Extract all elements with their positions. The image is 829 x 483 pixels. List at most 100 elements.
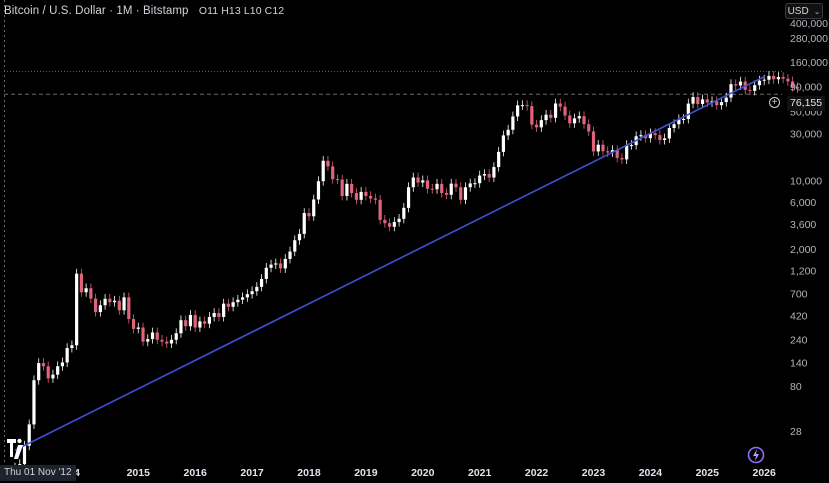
y-tick-label: 90,000: [790, 82, 822, 94]
candle-body: [51, 374, 55, 379]
candle-body: [60, 362, 65, 367]
candle-body: [478, 175, 482, 184]
candle-body: [65, 347, 69, 363]
candle-body: [392, 222, 396, 227]
y-tick-label: 3,600: [790, 219, 816, 231]
candle-body: [492, 167, 496, 178]
candle-body: [724, 97, 728, 103]
candle-body: [506, 129, 510, 136]
y-tick-label: 160,000: [790, 57, 828, 69]
tradingview-logo[interactable]: [6, 437, 28, 461]
candle-body: [387, 223, 392, 227]
candle-body: [150, 332, 155, 340]
candle-body: [738, 81, 743, 86]
candle-body: [748, 89, 752, 91]
candle-body: [473, 183, 477, 185]
currency-button[interactable]: USD ⌄: [785, 3, 823, 19]
candle-body: [425, 180, 430, 189]
candle-body: [454, 183, 458, 188]
candle-body: [653, 133, 657, 136]
candle-body: [430, 188, 434, 190]
candle-body: [127, 297, 131, 320]
candle-body: [340, 179, 344, 196]
candle-body: [686, 103, 690, 119]
candle-body: [459, 187, 463, 200]
candle-body: [250, 291, 254, 295]
candle-body: [373, 198, 377, 200]
candle-body: [435, 183, 439, 190]
candle-body: [563, 106, 567, 116]
x-tick-label: 2021: [468, 467, 492, 479]
candle-body: [397, 218, 401, 223]
candle-body: [212, 312, 216, 317]
candle-body: [667, 127, 671, 139]
candle-body: [108, 298, 112, 303]
candle-body: [677, 119, 681, 125]
candle-body: [364, 191, 368, 196]
candle-body: [539, 120, 543, 128]
candle-body: [530, 106, 534, 125]
y-tick-label: 400,000: [790, 18, 828, 30]
candle-body: [283, 258, 287, 269]
candle-body: [46, 366, 50, 379]
candle-body: [297, 233, 302, 241]
lightning-bolt-icon[interactable]: [746, 445, 766, 465]
plus-circle-icon[interactable]: +: [769, 97, 780, 108]
candle-body: [681, 118, 686, 120]
candle-body: [629, 145, 634, 147]
candle-body: [463, 187, 468, 200]
x-tick-label: 2017: [240, 467, 264, 479]
x-tick-label: 2019: [354, 467, 378, 479]
candle-body: [705, 99, 709, 103]
candle-body: [411, 177, 415, 188]
candle-body: [691, 97, 695, 104]
candle-body: [141, 327, 145, 342]
candle-body: [572, 118, 577, 124]
candle-body: [293, 240, 297, 252]
candle-body: [160, 339, 164, 342]
candle-body: [165, 341, 169, 344]
candle-body: [553, 103, 558, 118]
candle-body: [468, 183, 472, 188]
candle-body: [27, 424, 31, 446]
candle-body: [207, 316, 212, 324]
candle-body: [155, 332, 159, 340]
candle-body: [312, 199, 316, 217]
candle-body: [795, 87, 799, 89]
candle-body: [696, 97, 700, 104]
candle-body: [625, 145, 629, 160]
support-trendline[interactable]: [14, 75, 765, 451]
candle-body: [37, 363, 41, 381]
y-tick-label: 80: [790, 381, 802, 393]
candle-body: [762, 79, 766, 81]
candle-body: [487, 174, 491, 178]
x-tick-label: 2024: [639, 467, 663, 479]
candle-body: [241, 297, 245, 300]
candle-body: [316, 181, 321, 200]
x-tick-label: 2020: [411, 467, 435, 479]
candle-body: [516, 105, 520, 117]
candle-body: [587, 124, 591, 132]
candle-body: [278, 263, 283, 269]
candle-body: [112, 300, 117, 303]
candle-body: [359, 191, 363, 200]
candle-body: [198, 321, 202, 328]
candle-body: [383, 219, 387, 224]
y-tick-label: 140: [790, 357, 808, 369]
candle-body: [269, 264, 273, 268]
candle-body: [103, 298, 107, 306]
y-tick-label: 420: [790, 310, 808, 322]
candle-body: [520, 105, 524, 107]
candle-body: [715, 101, 719, 106]
candle-body: [772, 75, 776, 80]
candle-body: [444, 193, 449, 195]
candle-body: [501, 135, 505, 152]
candle-body: [402, 207, 406, 219]
candle-body: [615, 150, 619, 158]
y-tick-label: 10,000: [790, 175, 822, 187]
candle-body: [700, 99, 705, 104]
candle-body: [326, 160, 330, 167]
candle-body: [354, 193, 358, 200]
candle-body: [582, 116, 586, 125]
